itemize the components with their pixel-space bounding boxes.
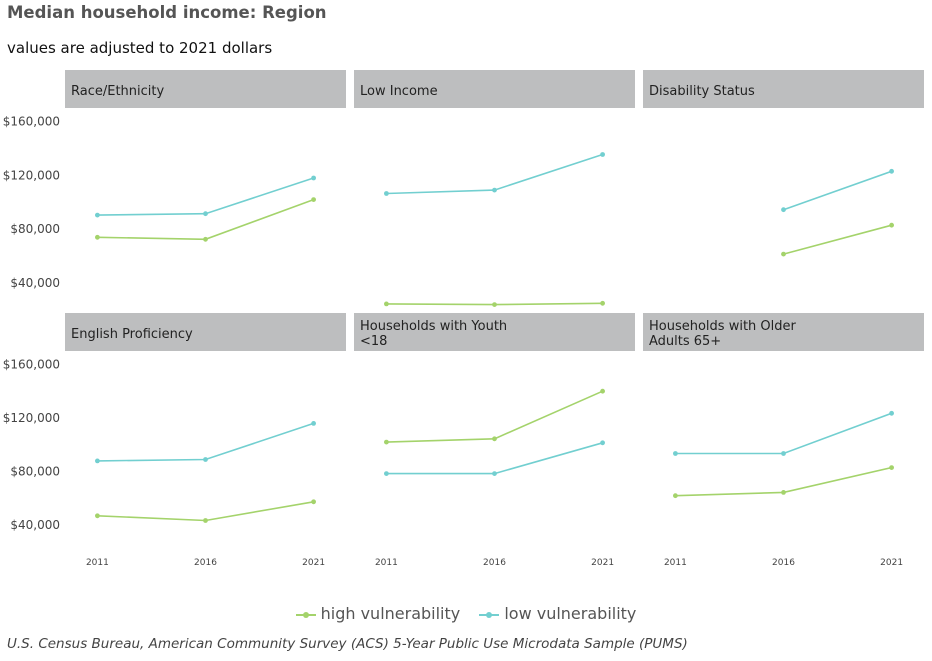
- data-point-low-vulnerability-households-with-youth-18-0: [384, 471, 389, 476]
- facet-strip-households-with-youth-18: [354, 313, 635, 351]
- y-tick-label: $80,000: [10, 465, 60, 479]
- legend-label-high-vulnerability: high vulnerability: [320, 604, 461, 623]
- legend: high vulnerability low vulnerability: [0, 604, 932, 623]
- data-point-low-vulnerability-english-proficiency-2: [311, 421, 316, 426]
- y-tick-label: $120,000: [3, 168, 60, 182]
- data-point-high-vulnerability-english-proficiency-2: [311, 499, 316, 505]
- y-tick-label: $160,000: [3, 115, 60, 129]
- series-line-high-vulnerability-english-proficiency: [97, 501, 314, 522]
- series-line-low-vulnerability-race-ethnicity: [97, 177, 314, 216]
- y-tick-label: $120,000: [3, 411, 60, 425]
- data-point-low-vulnerability-households-with-older-adults-65-1: [781, 451, 786, 456]
- facet-strip-disability-status: [643, 70, 924, 108]
- facet-strip-english-proficiency: [65, 313, 346, 351]
- data-point-low-vulnerability-disability-status-0: [781, 207, 786, 213]
- data-point-high-vulnerability-households-with-youth-18-1: [492, 436, 497, 442]
- series-line-low-vulnerability-households-with-older-adults-65: [675, 412, 892, 455]
- legend-item-low-vulnerability: low vulnerability: [479, 604, 636, 623]
- series-line-high-vulnerability-households-with-youth-18: [386, 390, 603, 443]
- data-point-high-vulnerability-low-income-2: [600, 300, 605, 306]
- data-point-high-vulnerability-race-ethnicity-1: [203, 236, 208, 242]
- x-tick-label: 2021: [880, 558, 903, 568]
- data-point-high-vulnerability-households-with-older-adults-65-0: [673, 493, 678, 499]
- data-point-low-vulnerability-low-income-0: [384, 191, 389, 196]
- chart-title: Median household income: Region: [7, 3, 327, 22]
- y-tick-label: $80,000: [10, 222, 60, 236]
- series-line-low-vulnerability-low-income: [386, 153, 603, 195]
- x-tick-label: 2011: [86, 558, 109, 568]
- data-point-high-vulnerability-disability-status-1: [889, 222, 894, 228]
- data-point-high-vulnerability-disability-status-0: [781, 251, 786, 257]
- data-point-low-vulnerability-households-with-youth-18-2: [600, 440, 605, 446]
- legend-key-low-vulnerability: [479, 610, 500, 620]
- facet-label-disability-status: Disability Status: [649, 84, 755, 99]
- data-point-high-vulnerability-english-proficiency-1: [203, 518, 208, 523]
- data-point-low-vulnerability-disability-status-1: [889, 168, 894, 174]
- x-tick-label: 2016: [772, 558, 795, 568]
- y-tick-label: $40,000: [10, 518, 60, 532]
- data-point-low-vulnerability-low-income-2: [600, 152, 605, 157]
- series-line-high-vulnerability-race-ethnicity: [97, 198, 314, 241]
- data-point-high-vulnerability-english-proficiency-0: [95, 513, 100, 519]
- facet-label-households-with-youth-18: Households with Youth <18: [360, 319, 507, 349]
- data-point-low-vulnerability-race-ethnicity-2: [311, 175, 316, 181]
- x-tick-label: 2011: [664, 558, 687, 568]
- facet-label-race-ethnicity: Race/Ethnicity: [71, 84, 164, 99]
- x-tick-label: 2021: [591, 558, 614, 568]
- x-tick-label: 2016: [483, 558, 506, 568]
- data-point-low-vulnerability-english-proficiency-1: [203, 457, 208, 462]
- x-tick-label: 2021: [302, 558, 325, 568]
- y-tick-label: $40,000: [10, 276, 60, 290]
- data-point-high-vulnerability-households-with-youth-18-2: [600, 388, 605, 394]
- facet-label-low-income: Low Income: [360, 84, 438, 99]
- facet-strip-race-ethnicity: [65, 70, 346, 108]
- legend-key-high-vulnerability: [295, 610, 316, 620]
- legend-label-low-vulnerability: low vulnerability: [504, 604, 637, 623]
- x-tick-label: 2016: [194, 558, 217, 568]
- facet-label-households-with-older-adults-65: Households with Older Adults 65+: [649, 319, 797, 349]
- data-point-low-vulnerability-low-income-1: [492, 187, 497, 193]
- data-point-low-vulnerability-race-ethnicity-1: [203, 211, 208, 217]
- y-tick-label: $160,000: [3, 357, 60, 371]
- series-line-low-vulnerability-households-with-youth-18: [386, 442, 603, 475]
- facet-strip-low-income: [354, 70, 635, 108]
- facet-strip-households-with-older-adults-65: [643, 313, 924, 351]
- data-point-high-vulnerability-households-with-youth-18-0: [384, 439, 389, 445]
- facet-label-english-proficiency: English Proficiency: [71, 327, 193, 342]
- data-point-high-vulnerability-households-with-older-adults-65-2: [889, 465, 894, 470]
- series-line-high-vulnerability-disability-status: [783, 224, 892, 255]
- data-point-high-vulnerability-race-ethnicity-2: [311, 197, 316, 203]
- data-point-high-vulnerability-race-ethnicity-0: [95, 234, 100, 240]
- chart-subtitle: values are adjusted to 2021 dollars: [7, 39, 273, 57]
- data-point-low-vulnerability-race-ethnicity-0: [95, 212, 100, 218]
- data-point-low-vulnerability-households-with-youth-18-1: [492, 471, 497, 476]
- data-point-high-vulnerability-low-income-0: [384, 301, 389, 307]
- source-caption: U.S. Census Bureau, American Community S…: [7, 636, 688, 652]
- data-point-high-vulnerability-low-income-1: [492, 302, 497, 307]
- data-point-low-vulnerability-households-with-older-adults-65-0: [673, 451, 678, 456]
- data-point-low-vulnerability-english-proficiency-0: [95, 458, 100, 464]
- data-point-high-vulnerability-households-with-older-adults-65-1: [781, 490, 786, 495]
- series-line-low-vulnerability-english-proficiency: [97, 422, 314, 462]
- series-line-low-vulnerability-disability-status: [783, 170, 892, 211]
- data-point-low-vulnerability-households-with-older-adults-65-2: [889, 410, 894, 416]
- legend-item-high-vulnerability: high vulnerability: [295, 604, 461, 623]
- x-tick-label: 2011: [375, 558, 398, 568]
